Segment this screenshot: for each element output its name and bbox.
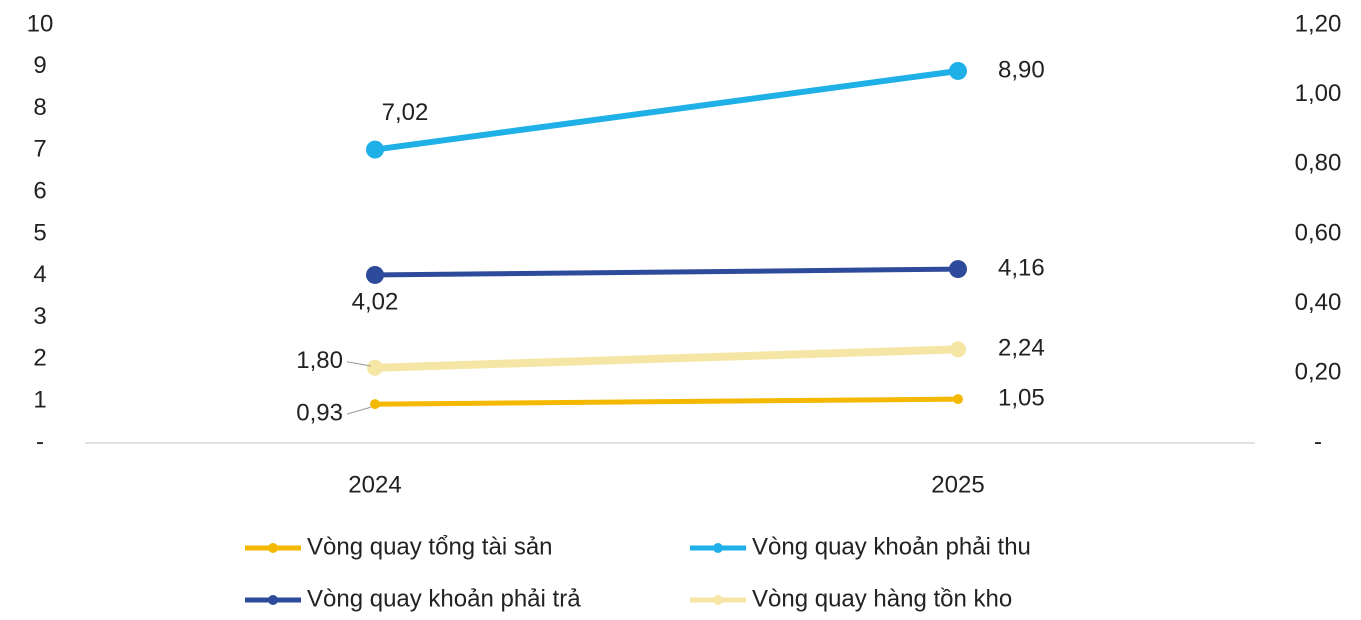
y-tick-label: 8 [33,94,46,121]
y-tick-label: 3 [33,303,46,330]
x-tick-label: 2025 [931,471,984,498]
series-line [374,396,959,407]
marker [370,399,380,410]
y-tick-label: 5 [33,219,46,246]
leader-line [346,361,372,367]
y2-tick-label: 1,20 [1295,10,1342,37]
legend-marker [268,595,278,605]
y2-tick-label: - [1314,428,1322,455]
y2-tick-label: 0,40 [1295,289,1342,316]
y2-tick-label: 0,20 [1295,359,1342,386]
marker [367,359,383,376]
series-line [374,266,959,278]
data-label: 7,02 [382,99,429,126]
data-label: 4,16 [998,254,1045,281]
legend-label: Vòng quay khoản phải thu [752,533,1031,560]
marker [366,140,384,159]
marker [949,61,967,80]
legend-marker [713,595,723,605]
marker [366,265,384,284]
legend-label: Vòng quay khoản phải trả [307,585,581,612]
y-tick-label: 9 [33,52,46,79]
y-tick-label: 1 [33,387,46,414]
data-label: 1,80 [296,347,343,374]
y-tick-label: - [36,428,44,455]
y-tick-label: 4 [33,261,46,288]
marker [953,394,963,405]
series-line [374,68,959,153]
series-line [374,345,959,372]
legend-marker [713,543,723,553]
data-label: 2,24 [998,335,1045,362]
y2-tick-label: 0,80 [1295,150,1342,177]
data-label: 1,05 [998,384,1045,411]
data-label: 0,93 [296,399,343,426]
y-tick-label: 2 [33,345,46,372]
y-tick-label: 10 [27,10,54,37]
marker [949,260,967,279]
legend-marker [268,543,278,553]
y-tick-label: 6 [33,178,46,205]
marker [950,341,966,358]
data-label: 4,02 [352,288,399,315]
y2-tick-label: 0,60 [1295,219,1342,246]
y2-tick-label: 1,00 [1295,80,1342,107]
leader-line [346,406,372,415]
data-label: 8,90 [998,56,1045,83]
legend-label: Vòng quay tổng tài sản [307,533,553,560]
x-tick-label: 2024 [348,471,401,498]
y-tick-label: 7 [33,136,46,163]
legend-label: Vòng quay hàng tồn kho [752,585,1012,612]
